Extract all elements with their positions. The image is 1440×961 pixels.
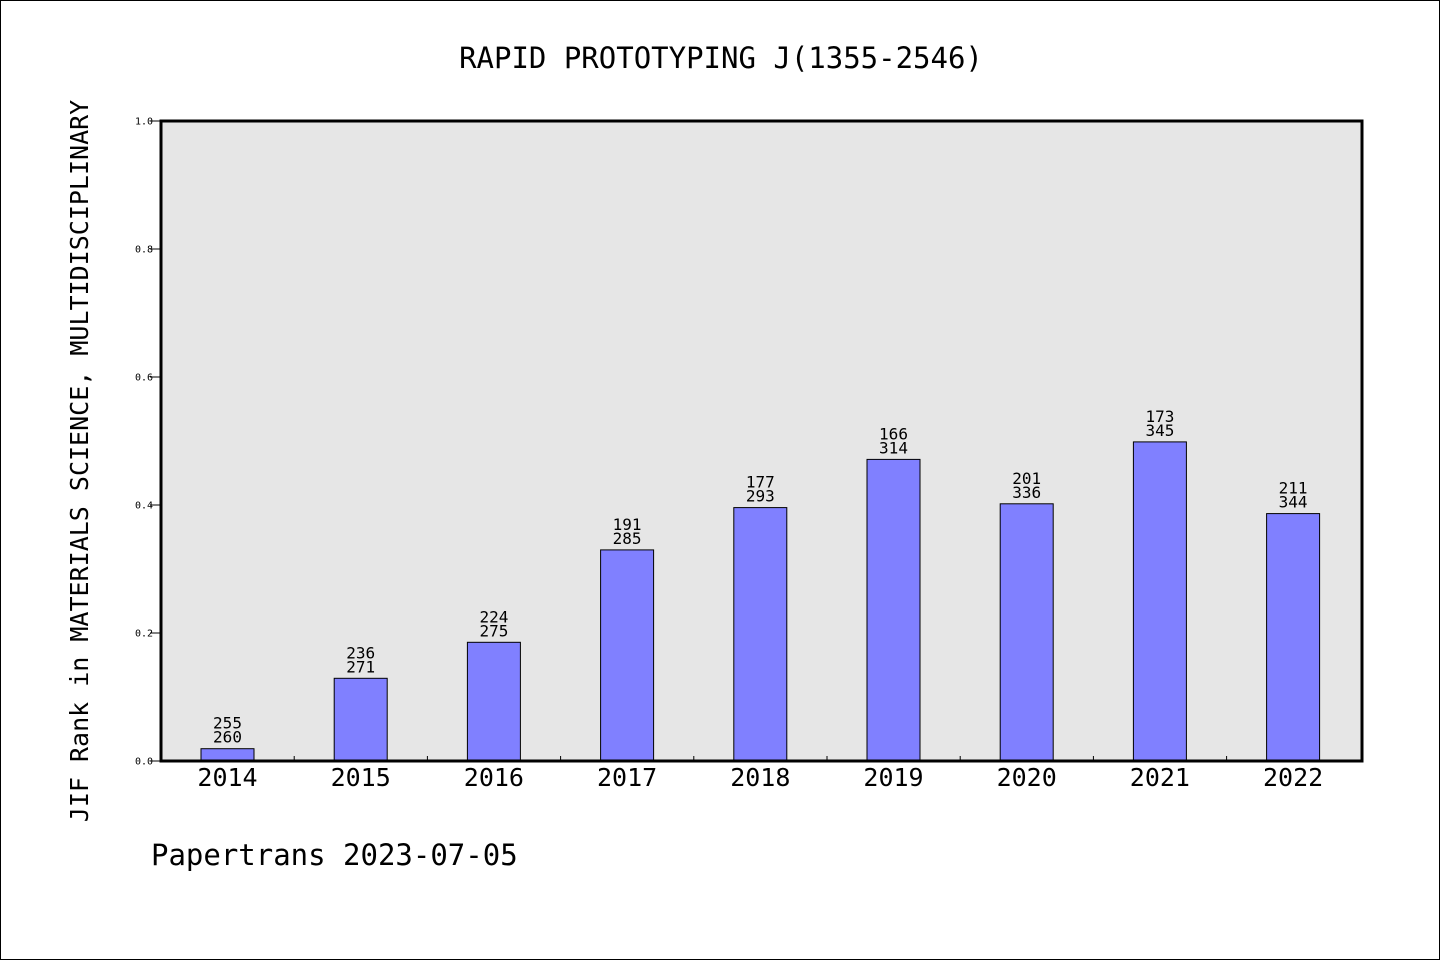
x-tick-label-2016: 2016 — [464, 763, 524, 792]
x-tick-label-2015: 2015 — [331, 763, 391, 792]
data-label-bottom-2017: 285 — [613, 529, 642, 548]
footer-credit: Papertrans 2023-07-05 — [151, 838, 518, 872]
data-label-top-2020: 201 — [1012, 469, 1041, 488]
y-tick-label: 1.0 — [135, 117, 153, 128]
data-label-bottom-2022: 344 — [1279, 493, 1308, 512]
bar-2014 — [200, 748, 255, 762]
x-tick-label-2017: 2017 — [597, 763, 657, 792]
y-tick-label: 0.2 — [135, 629, 153, 640]
data-label-bottom-2014: 260 — [213, 728, 242, 747]
y-tick-label: 0.0 — [135, 757, 153, 768]
data-label-bottom-2016: 275 — [479, 621, 508, 640]
x-axis: 2014 2015 2016 2017 2018 2019 2020 2021 2022 — [197, 756, 1323, 792]
x-tick-label-2014: 2014 — [197, 763, 257, 792]
x-tick-label-2020: 2020 — [997, 763, 1057, 792]
data-label-top-2021: 173 — [1145, 407, 1174, 426]
y-tick-label: 0.4 — [135, 501, 153, 512]
bar-2015 — [333, 677, 388, 762]
bar-2017 — [600, 549, 655, 762]
y-tick-label: 0.6 — [135, 373, 153, 384]
data-label-top-2017: 191 — [613, 515, 642, 534]
x-tick-label-2019: 2019 — [863, 763, 923, 792]
data-label-bottom-2018: 293 — [746, 487, 775, 506]
data-label-top-2018: 177 — [746, 473, 775, 492]
data-label-bottom-2015: 271 — [346, 657, 375, 676]
data-label-bottom-2021: 345 — [1145, 421, 1174, 440]
plot-border — [159, 119, 1364, 763]
chart-title: RAPID PROTOTYPING J(1355-2546) — [459, 41, 983, 75]
x-tick-label-2018: 2018 — [730, 763, 790, 792]
data-label-top-2014: 255 — [213, 714, 242, 733]
bar-2020 — [999, 503, 1054, 762]
data-label-top-2019: 166 — [879, 424, 908, 443]
bar-2019 — [866, 458, 921, 762]
data-label-bottom-2020: 336 — [1012, 483, 1041, 502]
x-tick-label-2021: 2021 — [1130, 763, 1190, 792]
bar-2018 — [733, 507, 788, 762]
bar-2022 — [1266, 513, 1321, 762]
data-label-top-2016: 224 — [479, 607, 508, 626]
y-axis: 0.0 0.2 0.4 0.6 0.8 1.0 — [135, 117, 161, 768]
data-label-top-2022: 211 — [1279, 479, 1308, 498]
y-axis-label: JIF Rank in MATERIALS SCIENCE, MULTIDISC… — [65, 100, 94, 822]
data-label-top-2015: 236 — [346, 643, 375, 662]
data-label-bottom-2019: 314 — [879, 438, 908, 457]
bars-group — [200, 441, 1321, 762]
bar-2016 — [466, 641, 521, 762]
y-tick-label: 0.8 — [135, 245, 153, 256]
data-labels-group: 2552602362712242751912851772931663142013… — [213, 407, 1308, 747]
bar-2021 — [1132, 441, 1187, 762]
x-tick-label-2022: 2022 — [1263, 763, 1323, 792]
